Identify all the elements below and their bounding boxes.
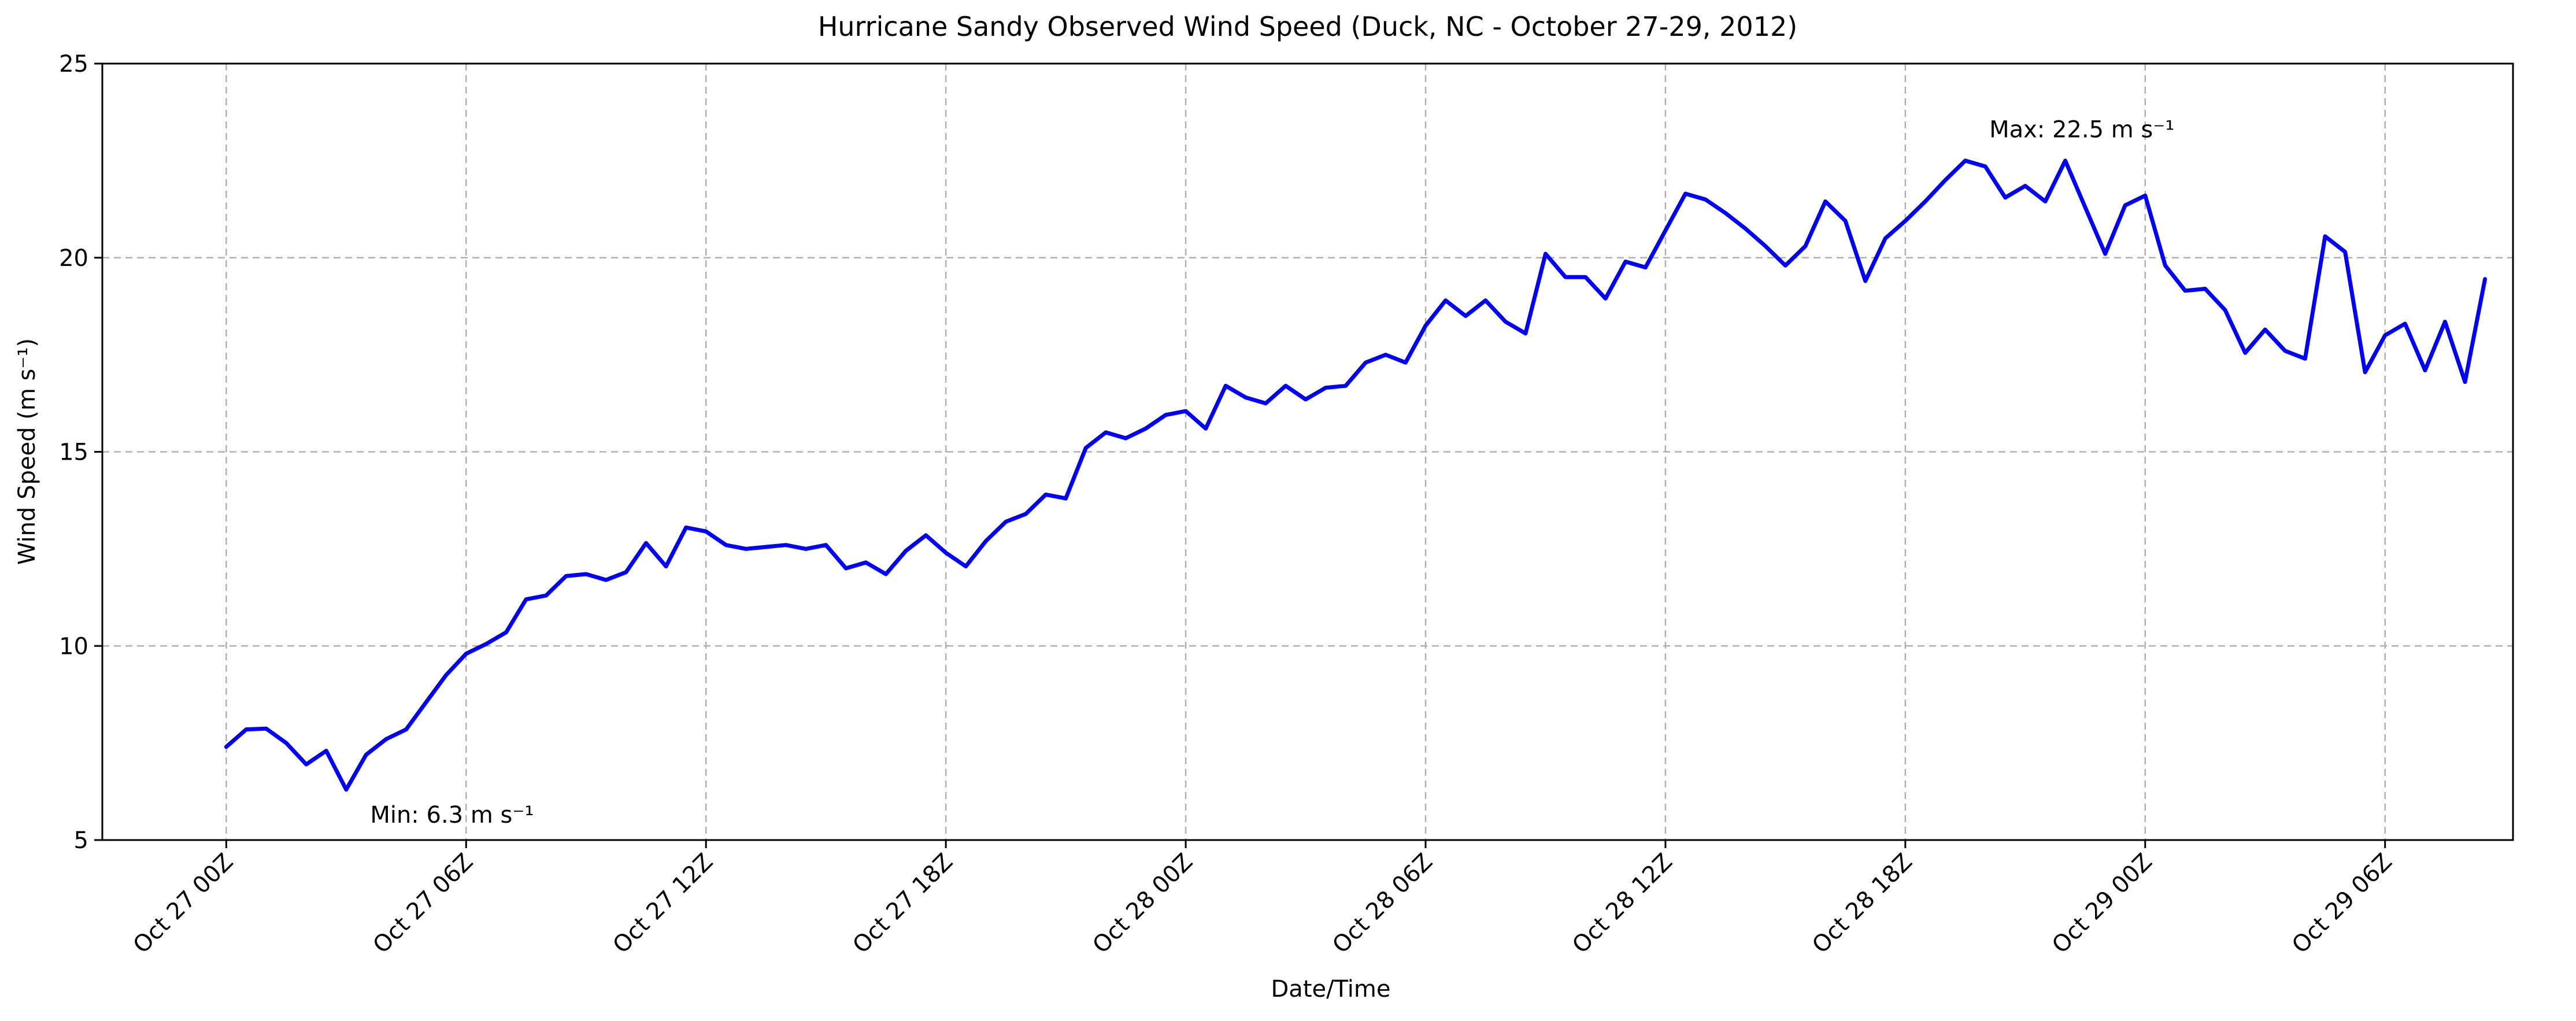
x-tick-label: Oct 27 12Z	[608, 849, 719, 959]
min-annotation: Min: 6.3 m s⁻¹	[370, 802, 534, 828]
x-tick-label: Oct 28 06Z	[1327, 849, 1438, 959]
x-tick-label: Oct 29 06Z	[2287, 849, 2397, 959]
y-tick-label: 10	[59, 633, 88, 660]
series-layer	[224, 158, 2488, 792]
x-tick-label: Oct 28 00Z	[1087, 849, 1198, 959]
chart-title: Hurricane Sandy Observed Wind Speed (Duc…	[818, 11, 1797, 42]
y-tick-label: 15	[59, 439, 88, 466]
x-tick-label: Oct 29 00Z	[2047, 849, 2157, 959]
x-tick-label: Oct 28 12Z	[1567, 849, 1678, 959]
x-tick-label: Oct 27 18Z	[847, 849, 958, 959]
x-tick-label: Oct 28 18Z	[1807, 849, 1918, 959]
x-axis-label: Date/Time	[1271, 976, 1391, 1002]
x-tick-label: Oct 27 00Z	[128, 849, 239, 959]
y-tick-label: 25	[59, 51, 88, 77]
x-tick-label: Oct 27 06Z	[368, 849, 479, 959]
annotation-layer: Min: 6.3 m s⁻¹ Max: 22.5 m s⁻¹	[370, 117, 2174, 828]
wind-speed-series-line	[224, 158, 2488, 792]
y-tick-label: 20	[59, 245, 88, 272]
grid-layer	[102, 64, 2513, 840]
y-axis-label: Wind Speed (m s⁻¹)	[14, 338, 40, 565]
y-tick-label: 5	[74, 827, 88, 854]
max-annotation: Max: 22.5 m s⁻¹	[1989, 117, 2174, 143]
